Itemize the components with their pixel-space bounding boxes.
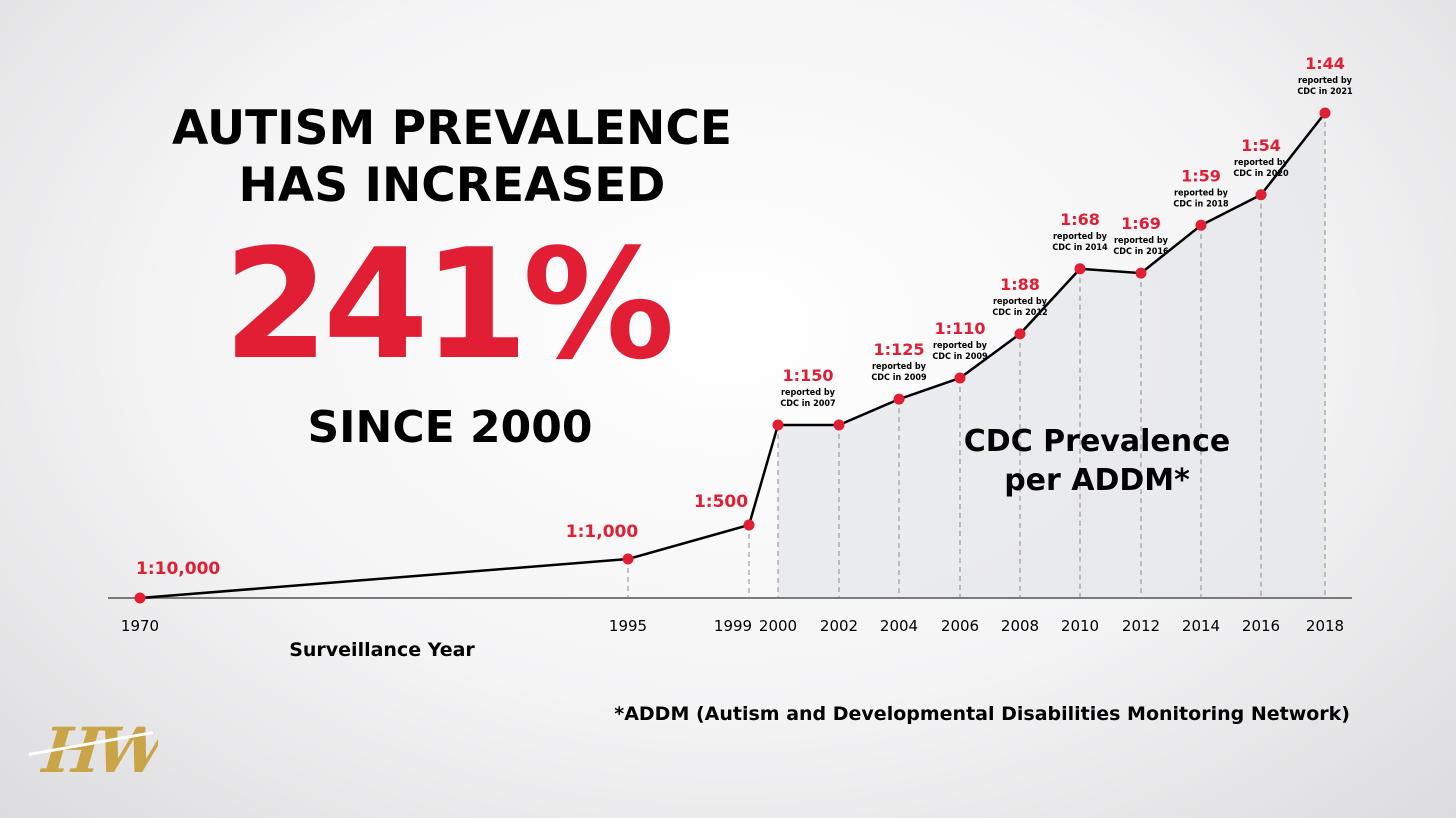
data-label-2000: 1:150 — [783, 366, 834, 385]
headline-line-2: HAS INCREASED — [238, 158, 666, 213]
data-point-2004 — [893, 393, 905, 405]
x-tick-2014: 2014 — [1182, 617, 1220, 635]
data-point-2018 — [1319, 107, 1331, 119]
data-note-2014-1: CDC in 2018 — [1173, 199, 1229, 209]
data-note-2016-1: CDC in 2020 — [1233, 169, 1289, 179]
data-point-1995 — [622, 553, 634, 565]
x-tick-1970: 1970 — [121, 617, 159, 635]
data-point-2008 — [1014, 328, 1026, 340]
data-note-2004-0: reported by — [872, 362, 927, 372]
headline-percentage: 241% — [223, 216, 675, 393]
data-note-2000-0: reported by — [781, 388, 836, 398]
data-label-2006: 1:110 — [935, 319, 986, 338]
headline-line-1: AUTISM PREVALENCE — [172, 101, 732, 156]
data-note-2014-0: reported by — [1174, 188, 1229, 198]
data-label-1999: 1:500 — [694, 492, 748, 512]
data-label-2004: 1:125 — [874, 340, 925, 359]
area-fill-path — [778, 113, 1325, 598]
data-label-2008: 1:88 — [1000, 275, 1040, 294]
x-tick-2000: 2000 — [759, 617, 797, 635]
data-point-1970 — [134, 592, 146, 604]
data-label-2018: 1:44 — [1305, 54, 1345, 73]
hw-logo: HW — [28, 714, 158, 778]
data-point-2000 — [772, 419, 784, 431]
data-note-2006-1: CDC in 2009 — [932, 352, 988, 362]
x-axis-label: Surveillance Year — [289, 639, 475, 661]
data-point-2016 — [1255, 189, 1267, 201]
x-tick-2006: 2006 — [941, 617, 979, 635]
area-fill — [778, 113, 1325, 598]
data-point-2010 — [1074, 263, 1086, 275]
data-note-2006-0: reported by — [933, 341, 988, 351]
data-note-2018-0: reported by — [1298, 76, 1353, 86]
data-note-2010-0: reported by — [1053, 232, 1108, 242]
data-note-2012-0: reported by — [1114, 236, 1169, 246]
x-tick-2008: 2008 — [1001, 617, 1039, 635]
data-points — [134, 107, 1331, 604]
data-note-2012-1: CDC in 2016 — [1113, 247, 1169, 257]
chart-title-line-2: per ADDM* — [1004, 463, 1190, 498]
data-note-2016-0: reported by — [1234, 158, 1289, 168]
x-tick-1995: 1995 — [609, 617, 647, 635]
data-label-2014: 1:59 — [1181, 166, 1221, 185]
data-point-1999 — [743, 519, 755, 531]
data-note-2000-1: CDC in 2007 — [780, 399, 835, 409]
data-point-2012 — [1135, 267, 1147, 279]
data-point-2002 — [833, 419, 845, 431]
data-note-2008-1: CDC in 2012 — [992, 308, 1047, 318]
x-tick-2002: 2002 — [820, 617, 858, 635]
logo-text: HW — [33, 714, 158, 778]
data-note-2010-1: CDC in 2014 — [1052, 243, 1108, 253]
data-note-2004-1: CDC in 2009 — [871, 373, 927, 383]
data-label-2012: 1:69 — [1121, 214, 1161, 233]
data-label-2016: 1:54 — [1241, 136, 1281, 155]
footnote: *ADDM (Autism and Developmental Disabili… — [614, 703, 1350, 725]
x-tick-labels: 1970 1995 1999 2000 2002 2004 2006 2008 2010 2012… — [121, 617, 1344, 635]
x-tick-2004: 2004 — [880, 617, 918, 635]
x-tick-2012: 2012 — [1122, 617, 1160, 635]
x-tick-1999: 1999 — [714, 617, 752, 635]
x-tick-2010: 2010 — [1061, 617, 1099, 635]
data-label-2010: 1:68 — [1060, 210, 1100, 229]
data-note-2018-1: CDC in 2021 — [1297, 87, 1353, 97]
headline-title: AUTISM PREVALENCE HAS INCREASED — [2, 100, 902, 214]
chart-title-line-1: CDC Prevalence — [964, 424, 1230, 459]
data-label-1970: 1:10,000 — [136, 559, 220, 579]
data-point-2014 — [1195, 219, 1207, 231]
data-note-2008-0: reported by — [993, 297, 1048, 307]
data-point-2006 — [954, 372, 966, 384]
x-tick-2018: 2018 — [1306, 617, 1344, 635]
data-label-1995: 1:1,000 — [566, 522, 639, 542]
x-tick-2016: 2016 — [1242, 617, 1280, 635]
headline-since: SINCE 2000 — [307, 402, 593, 453]
guide-lines — [627, 113, 1326, 598]
